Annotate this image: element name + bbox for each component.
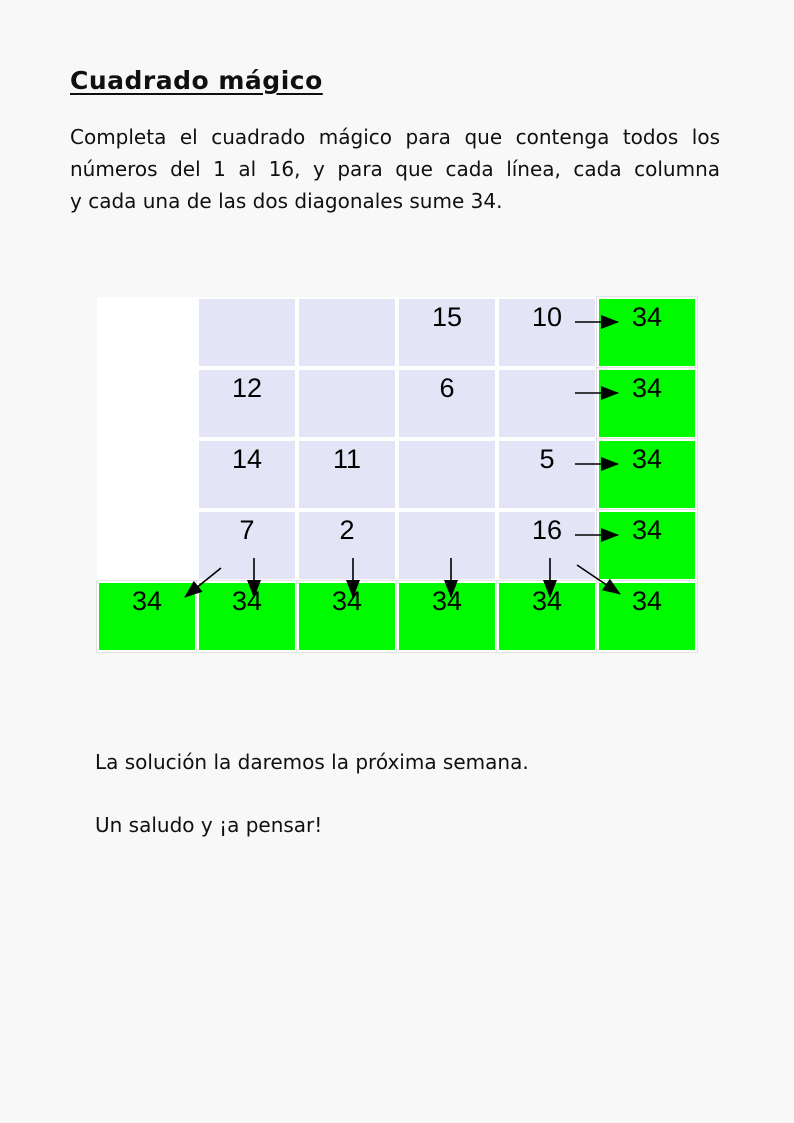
row-sum-2: 34 [597,368,697,439]
square-cell-r3c3 [397,439,497,510]
row-sum-1: 34 [597,297,697,368]
square-cell-r3c4: 5 [497,439,597,510]
square-cell-r3c1: 14 [197,439,297,510]
magic-square-grid: 15 10 34 12 6 34 14 11 5 34 7 2 16 34 34… [97,297,697,652]
closing-line-2: Un saludo y ¡a pensar! [95,813,323,837]
square-cell-r3c2: 11 [297,439,397,510]
square-cell-r1c1 [197,297,297,368]
square-cell-r2c4 [497,368,597,439]
square-cell-r4c4: 16 [497,510,597,581]
col-sum-2: 34 [297,581,397,652]
diagonal-sum-right: 34 [597,581,697,652]
intro-line-2: números del 1 al 16, y para que cada lín… [70,157,720,181]
square-cell-r4c2: 2 [297,510,397,581]
square-cell-r1c4: 10 [497,297,597,368]
row-sum-4: 34 [597,510,697,581]
square-cell-r1c2 [297,297,397,368]
square-cell-r4c1: 7 [197,510,297,581]
page-title: Cuadrado mágico [70,66,323,95]
intro-line-3: y cada una de las dos diagonales sume 34… [70,189,503,213]
left-spacer-r2 [97,368,197,439]
intro-paragraph: Completa el cuadrado mágico para que con… [70,121,720,217]
diagonal-sum-left: 34 [97,581,197,652]
closing-line-1: La solución la daremos la próxima semana… [95,750,529,774]
row-sum-3: 34 [597,439,697,510]
square-cell-r4c3 [397,510,497,581]
corner-spacer [97,297,197,368]
square-cell-r1c3: 15 [397,297,497,368]
intro-line-1: Completa el cuadrado mágico para que con… [70,125,720,149]
square-cell-r2c2 [297,368,397,439]
square-cell-r2c3: 6 [397,368,497,439]
col-sum-3: 34 [397,581,497,652]
col-sum-4: 34 [497,581,597,652]
left-spacer-r4 [97,510,197,581]
col-sum-1: 34 [197,581,297,652]
left-spacer-r3 [97,439,197,510]
square-cell-r2c1: 12 [197,368,297,439]
